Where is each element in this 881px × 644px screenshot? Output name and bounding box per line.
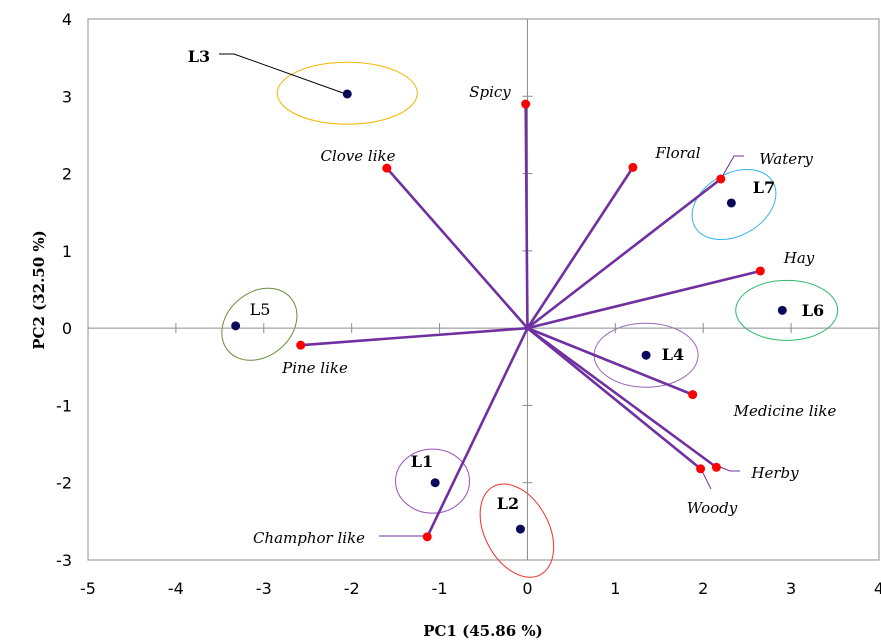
y-axis-title: PC2 (32.50 %): [30, 230, 48, 350]
loading-label-champhor-like: Champhor like: [253, 529, 365, 547]
sample-point-l2: [515, 524, 525, 534]
loading-line-herby: [526, 326, 718, 469]
sample-label-l7: L7: [753, 178, 775, 197]
sample-label-l5: L5: [250, 300, 271, 319]
loading-line-watery: [526, 177, 723, 330]
sample-ellipses: [221, 61, 839, 578]
loading-point-clove-like: [382, 163, 392, 173]
tick-labels: -5 -4 -3 -2 -1 0 1 2 3 4 -3 -2 -1 0 1 2 3 4: [56, 10, 881, 598]
sample-ellipse-l3: [276, 61, 418, 125]
x-tick-label: 2: [698, 579, 708, 598]
sample-label-l2: L2: [497, 494, 519, 513]
y-tick-label: -1: [56, 396, 72, 415]
x-tick-label: -1: [432, 579, 448, 598]
y-tick-label: 1: [62, 242, 72, 261]
plot-frame: [87, 18, 880, 561]
loading-line-spicy: [524, 102, 529, 330]
sample-ellipse-l5: [221, 287, 298, 361]
sample-leader-l3: [219, 53, 344, 94]
x-tick-label: 0: [522, 579, 532, 598]
sample-point-l3: [342, 89, 352, 99]
loading-lines: [299, 102, 762, 539]
loading-label-herby: Herby: [750, 464, 799, 482]
sample-point-l4: [641, 350, 651, 360]
loading-point-spicy: [521, 99, 531, 109]
y-tick-label: -3: [56, 551, 72, 570]
y-tick-label: -2: [56, 474, 72, 493]
loading-point-hay: [755, 266, 765, 276]
sample-point-l5: [231, 321, 241, 331]
sample-label-l4: L4: [662, 345, 684, 364]
sample-ellipse-l1: [395, 448, 471, 514]
x-tick-label: -3: [256, 579, 272, 598]
loading-line-medicine-like: [526, 326, 694, 396]
loading-label-woody: Woody: [687, 499, 738, 517]
loading-label-pine-like: Pine like: [281, 359, 348, 377]
y-tick-label: 0: [62, 319, 72, 338]
x-tick-label: 1: [610, 579, 620, 598]
x-tick-label: 3: [786, 579, 796, 598]
loading-label-watery: Watery: [759, 150, 813, 168]
loading-leader-watery: [721, 155, 744, 178]
loading-label-clove-like: Clove like: [321, 147, 396, 165]
loading-line-champhor-like: [425, 326, 529, 539]
sample-label-l6: L6: [802, 301, 824, 320]
sample-label-l3: L3: [188, 47, 210, 66]
x-tick-label: -2: [344, 579, 360, 598]
loading-point-champhor-like: [422, 532, 432, 542]
sample-points: [231, 89, 787, 534]
x-tick-label: -4: [168, 579, 184, 598]
sample-point-l6: [777, 305, 787, 315]
loading-point-floral: [628, 162, 638, 172]
y-tick-label: 3: [62, 87, 72, 106]
loading-point-medicine-like: [688, 390, 698, 400]
loading-line-floral: [526, 166, 635, 330]
loading-point-herby: [711, 462, 721, 472]
loading-point-woody: [696, 464, 706, 474]
sample-point-l7: [726, 198, 736, 208]
sample-ellipse-l6: [735, 279, 839, 341]
loading-label-spicy: Spicy: [469, 83, 511, 101]
loading-label-hay: Hay: [783, 249, 815, 267]
x-tick-label: 4: [874, 579, 881, 598]
x-tick-label: -5: [80, 579, 96, 598]
loading-label-medicine-like: Medicine like: [733, 402, 837, 420]
loading-line-pine-like: [299, 326, 529, 347]
point-labels: L3 L5 L7 L6 L4 L1 L2 Spicy Floral Watery Hay Clove …: [188, 47, 837, 547]
sample-ellipse-l2: [479, 483, 555, 578]
y-tick-label: 4: [62, 10, 72, 29]
sample-point-l1: [430, 478, 440, 488]
loading-line-hay: [526, 269, 762, 330]
loading-points: [296, 99, 765, 542]
loading-label-floral: Floral: [654, 144, 700, 162]
x-axis-title: PC1 (45.86 %): [423, 622, 543, 640]
loading-point-pine-like: [296, 340, 306, 350]
loading-line-woody: [526, 326, 702, 471]
loading-line-clove-like: [385, 166, 529, 330]
loading-point-watery: [716, 174, 726, 184]
y-tick-label: 2: [62, 165, 72, 184]
sample-label-l1: L1: [411, 452, 433, 471]
